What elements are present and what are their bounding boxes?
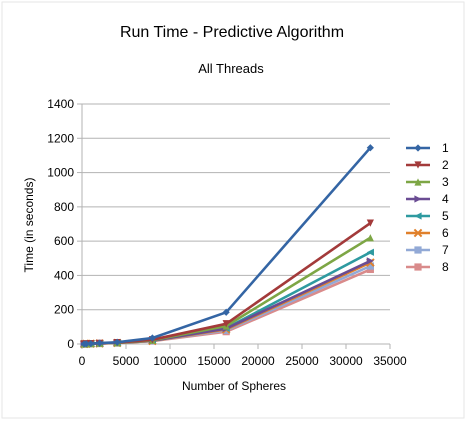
- x-tick-label: 15000: [197, 354, 231, 368]
- x-tick-label: 30000: [329, 354, 363, 368]
- legend-label: 6: [442, 226, 449, 240]
- series-lines: [79, 144, 375, 349]
- legend-label: 4: [442, 192, 449, 206]
- axes: [77, 103, 391, 349]
- y-tick-label: 800: [54, 200, 74, 214]
- legend-marker: [414, 263, 422, 271]
- data-point-1: [82, 340, 90, 348]
- legend-label: 5: [442, 209, 449, 223]
- y-tick-label: 0: [67, 337, 74, 351]
- legend-marker: [414, 246, 422, 254]
- data-point-1: [366, 144, 374, 152]
- legend-label: 2: [442, 158, 449, 172]
- y-tick-label: 1400: [47, 97, 74, 111]
- legend-marker: [414, 212, 422, 220]
- series-1: [80, 144, 374, 348]
- legend-marker: [414, 144, 422, 152]
- y-tick-label: 1000: [47, 166, 74, 180]
- legend-item-4: 4: [406, 192, 449, 206]
- x-tick-label: 25000: [285, 354, 319, 368]
- legend-label: 3: [442, 175, 449, 189]
- legend-marker: [414, 161, 422, 169]
- y-tick-label: 200: [54, 303, 74, 317]
- legend-label: 8: [442, 260, 449, 274]
- legend-marker: [414, 178, 422, 186]
- data-point-1: [222, 308, 230, 316]
- data-point-4: [366, 257, 374, 265]
- legend-item-2: 2: [406, 158, 449, 172]
- gridlines: [82, 103, 390, 345]
- chart-title: Run Time - Predictive Algorithm: [120, 24, 344, 41]
- data-point-3: [366, 234, 374, 242]
- legend-item-5: 5: [406, 209, 449, 223]
- y-tick-label: 1200: [47, 131, 74, 145]
- y-tick-labels: 0 200 400 600 800 1000 1200 1400: [47, 97, 74, 351]
- legend-item-1: 1: [406, 141, 449, 155]
- y-tick-label: 600: [54, 234, 74, 248]
- x-axis-title: Number of Spheres: [182, 379, 286, 393]
- data-point-1: [96, 339, 104, 347]
- legend-label: 7: [442, 243, 449, 257]
- legend-item-6: 6: [406, 226, 449, 240]
- x-tick-label: 0: [79, 354, 86, 368]
- legend-item-7: 7: [406, 243, 449, 257]
- chart-subtitle: All Threads: [198, 61, 264, 76]
- y-axis-title: Time (in seconds): [22, 178, 36, 273]
- data-point-1: [113, 338, 121, 346]
- y-tick-label: 400: [54, 268, 74, 282]
- data-point-2: [366, 219, 374, 227]
- x-tick-label: 10000: [153, 354, 187, 368]
- legend-marker: [414, 195, 422, 203]
- legend: 1 2 3 4 5 6 7 8: [406, 141, 449, 274]
- x-tick-labels: 0 5000 10000 15000 20000 25000 30000 35000: [79, 354, 407, 368]
- x-tick-label: 35000: [373, 354, 407, 368]
- legend-item-8: 8: [406, 260, 449, 274]
- data-point-2: [222, 320, 230, 328]
- data-point-1: [148, 334, 156, 342]
- legend-label: 1: [442, 141, 449, 155]
- data-point-5: [366, 248, 374, 256]
- x-tick-label: 20000: [241, 354, 275, 368]
- legend-item-3: 3: [406, 175, 449, 189]
- data-point-1: [87, 340, 95, 348]
- x-tick-label: 5000: [113, 354, 140, 368]
- legend-marker: [413, 228, 423, 238]
- data-point-7: [366, 262, 374, 270]
